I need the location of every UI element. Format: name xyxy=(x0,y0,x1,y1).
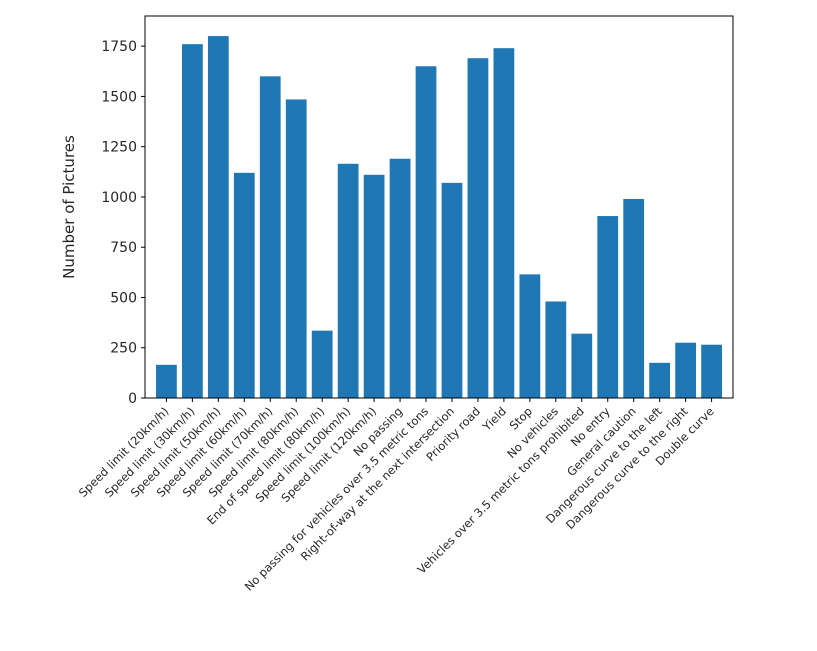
plot-frame xyxy=(144,15,734,399)
bar-14 xyxy=(519,274,541,398)
y-tick-label: 1500 xyxy=(101,89,137,105)
y-tick-label: 1750 xyxy=(101,39,137,55)
bar-18 xyxy=(623,198,645,398)
bar-17 xyxy=(597,216,619,398)
bar-1 xyxy=(181,44,203,399)
y-axis-label: Number of Pictures xyxy=(60,135,78,279)
bar-7 xyxy=(337,163,359,398)
y-tick-label: 750 xyxy=(110,240,137,256)
bar-16 xyxy=(571,333,593,398)
x-axis: Speed limit (20km/h)Speed limit (30km/h)… xyxy=(76,398,717,594)
bar-3 xyxy=(233,172,255,398)
y-tick-label: 1250 xyxy=(101,140,137,156)
bar-6 xyxy=(311,330,333,398)
bar-4 xyxy=(259,76,281,398)
bar-21 xyxy=(701,344,722,398)
y-tick-label: 500 xyxy=(110,290,137,306)
bar-0 xyxy=(156,364,177,398)
y-tick-label: 250 xyxy=(110,341,137,357)
bar-8 xyxy=(363,174,385,398)
bar-5 xyxy=(285,99,307,398)
x-tick-label: Yield xyxy=(479,404,509,434)
bar-20 xyxy=(675,342,697,398)
bars-layer xyxy=(156,36,722,399)
bar-2 xyxy=(207,36,229,399)
bar-19 xyxy=(649,362,671,398)
y-axis: 0 250 500 750 1000 1250 1500 1750 xyxy=(101,39,145,407)
y-tick-label: 0 xyxy=(128,391,137,407)
bar-11 xyxy=(441,182,463,398)
bar-13 xyxy=(493,48,515,399)
bar-15 xyxy=(545,301,567,398)
bar-9 xyxy=(389,158,411,398)
bar-12 xyxy=(467,58,489,398)
y-tick-label: 1000 xyxy=(101,190,137,206)
bar-10 xyxy=(415,66,437,398)
